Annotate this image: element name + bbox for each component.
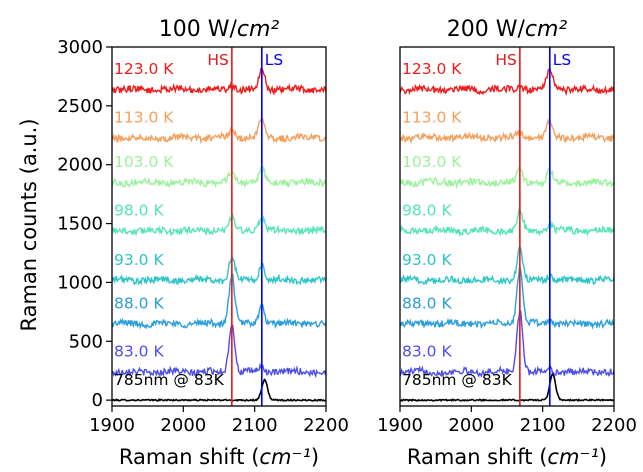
reference-label-ls: LS [553, 51, 571, 69]
series-label: 88.0 K [402, 294, 452, 312]
panel-100w: 100 W/cm² HS LS 785nm @ 83K 83.0 K 88.0 K 93.0… [57, 17, 349, 469]
series-label: 98.0 K [402, 201, 452, 219]
x-tick-label: 2200 [591, 415, 637, 436]
spectrum-line [400, 65, 614, 97]
series-label: 83.0 K [114, 343, 164, 361]
x-tick-label: 2200 [303, 415, 349, 436]
y-tick-label: 2500 [57, 96, 103, 117]
spectrum-line [400, 372, 614, 403]
panel-title: 200 W/cm² [447, 17, 568, 42]
y-tick-label: 3000 [57, 37, 103, 58]
spectrum-line [112, 255, 326, 286]
x-tick-label: 2100 [232, 415, 278, 436]
x-tick-label: 2000 [448, 415, 494, 436]
spectrum-line [400, 245, 614, 286]
series-label: 123.0 K [114, 60, 174, 78]
series-label: 113.0 K [402, 108, 462, 126]
x-axis-label: Raman shift (cm⁻¹) [407, 445, 607, 469]
spectrum-line [112, 273, 326, 330]
series-label: 98.0 K [114, 201, 164, 219]
x-tick-label: 1900 [89, 415, 135, 436]
y-tick-label: 2000 [57, 155, 103, 176]
reference-label-ls: LS [265, 51, 283, 69]
series-label: 93.0 K [402, 251, 452, 269]
reference-label-hs: HS [207, 51, 229, 69]
reference-label-hs: HS [495, 51, 517, 69]
spectrum-line [112, 165, 326, 189]
series-label: 103.0 K [402, 153, 462, 171]
spectrum-line [400, 205, 614, 238]
spectrum-line [112, 378, 326, 402]
series-label: 88.0 K [114, 294, 164, 312]
x-tick-label: 2000 [160, 415, 206, 436]
spectrum-line [400, 165, 614, 190]
y-tick-label: 1500 [57, 214, 103, 235]
spectrum-line [400, 265, 614, 330]
panel-title: 100 W/cm² [159, 17, 280, 42]
y-tick-label: 1000 [57, 272, 103, 293]
series-label: 103.0 K [114, 153, 174, 171]
spectrum-line [400, 308, 614, 378]
series-label: 93.0 K [114, 251, 164, 269]
series-label: 785nm @ 83K [114, 371, 225, 389]
plot-frame [399, 46, 615, 407]
spectrum-line [112, 115, 326, 145]
series-label: 785nm @ 83K [402, 371, 513, 389]
y-tick-label: 0 [92, 390, 103, 411]
spectrum-line [400, 118, 614, 145]
x-tick-label: 1900 [377, 415, 423, 436]
spectrum-line [112, 66, 326, 96]
y-tick-label: 500 [69, 331, 103, 352]
x-tick-label: 2100 [520, 415, 566, 436]
series-label: 113.0 K [114, 108, 174, 126]
panel-200w: 200 W/cm² HS LS 785nm @ 83K 83.0 K 88.0 K 93.0… [377, 17, 637, 469]
y-axis-label: Raman counts (a.u.) [17, 118, 41, 331]
series-label: 123.0 K [402, 60, 462, 78]
x-axis-label: Raman shift (cm⁻¹) [119, 445, 319, 469]
series-label: 83.0 K [402, 343, 452, 361]
plot-frame [111, 46, 327, 407]
spectrum-line [112, 212, 326, 238]
spectrum-line [112, 324, 326, 379]
